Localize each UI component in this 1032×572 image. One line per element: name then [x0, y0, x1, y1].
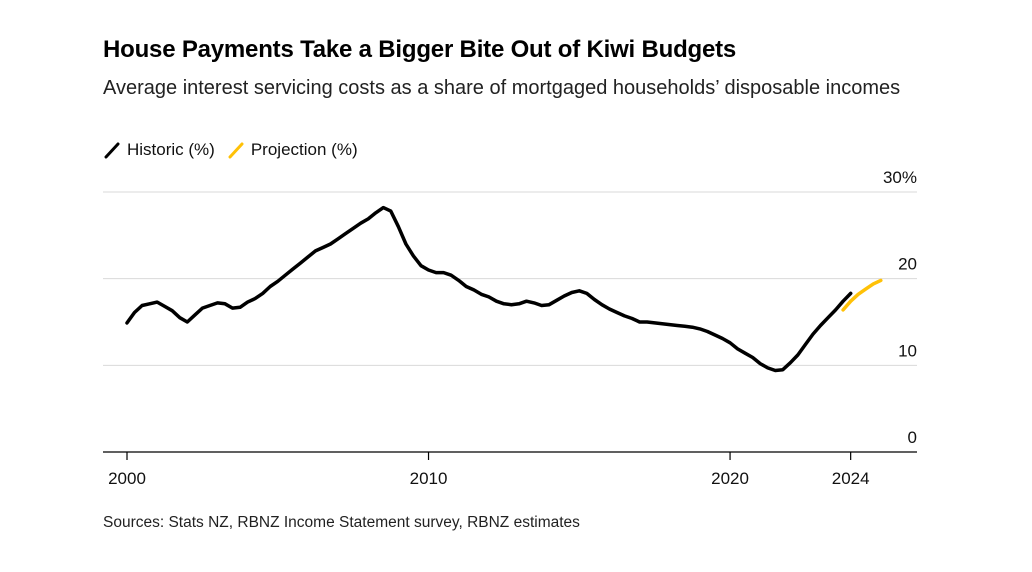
y-tick-label-20: 20	[898, 255, 917, 274]
legend-swatch-projection	[228, 142, 244, 159]
chart-subtitle: Average interest servicing costs as a sh…	[103, 77, 901, 99]
legend: Historic (%) Projection (%)	[103, 140, 370, 160]
x-tick-label-2010: 2010	[410, 469, 448, 488]
historic-line	[125, 205, 853, 373]
legend-item-historic: Historic (%)	[103, 140, 215, 160]
x-tick-label-2024: 2024	[832, 469, 870, 488]
legend-swatch-historic	[104, 142, 120, 159]
source-note: Sources: Stats NZ, RBNZ Income Statement…	[103, 514, 580, 531]
legend-label-historic: Historic (%)	[127, 140, 215, 159]
x-tick-label-2000: 2000	[108, 469, 146, 488]
legend-item-projection: Projection (%)	[227, 140, 358, 160]
chart-title: House Payments Take a Bigger Bite Out of…	[103, 36, 737, 63]
y-tick-label-30: 30%	[883, 168, 917, 187]
y-tick-label-10: 10	[898, 341, 917, 360]
projection-line	[841, 278, 883, 312]
legend-label-projection: Projection (%)	[250, 140, 358, 159]
x-tick-label-2020: 2020	[711, 469, 749, 488]
y-tick-label-0: 0	[908, 428, 917, 447]
